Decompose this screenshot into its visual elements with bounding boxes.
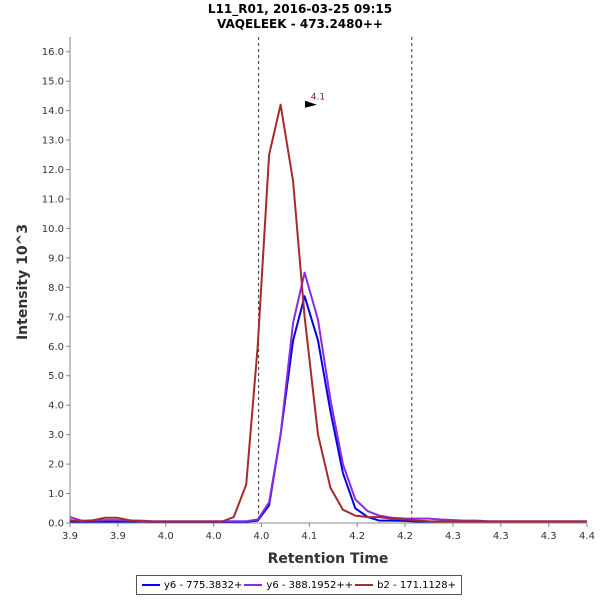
- legend-item: y6 - 775.3832+: [142, 580, 242, 591]
- x-tick-label: 4.4: [579, 531, 595, 542]
- y-tick-label: 10.0: [42, 224, 64, 235]
- y-tick-label: 9.0: [48, 253, 64, 264]
- legend-label: y6 - 775.3832+: [164, 579, 243, 591]
- y-tick-label: 6.0: [48, 342, 64, 353]
- y-axis: 0.0 1.0 2.0 3.0 4.0 5.0 6.0 7.0 8.0 9.0 10.0 11.0 12…: [42, 37, 71, 530]
- y-tick-label: 8.0: [48, 283, 64, 294]
- x-tick-label: 4.0: [206, 531, 222, 542]
- peak-annotation-label: 4.1: [311, 93, 325, 103]
- peak-annotation: 4.1: [304, 93, 325, 108]
- legend-item: b2 - 171.1128+: [355, 580, 456, 591]
- y-tick-label: 12.0: [42, 165, 64, 176]
- legend-item: y6 - 388.1952++: [244, 580, 353, 591]
- x-tick-label: 3.9: [110, 531, 126, 542]
- y-tick-label: 1.0: [48, 489, 64, 500]
- legend-swatch: [142, 584, 161, 586]
- legend: y6 - 775.3832+ y6 - 388.1952++ b2 - 171.…: [136, 575, 462, 595]
- y-axis-label: Intensity 10^3: [15, 224, 31, 340]
- legend-swatch: [244, 584, 263, 586]
- y-tick-label: 16.0: [42, 47, 64, 58]
- integration-boundaries: [258, 37, 413, 523]
- x-tick-label: 4.2: [349, 531, 365, 542]
- x-tick-label: 4.1: [301, 531, 317, 542]
- y-tick-label: 3.0: [48, 430, 64, 441]
- y-tick-label: 14.0: [42, 106, 64, 117]
- legend-swatch: [355, 584, 374, 586]
- x-axis-label: Retention Time: [268, 551, 389, 567]
- x-tick-label: 3.9: [62, 531, 78, 542]
- legend-label: y6 - 388.1952++: [266, 579, 354, 591]
- x-tick-label: 4.0: [254, 531, 270, 542]
- chart-title: L11_R01, 2016-03-25 09:15: [208, 2, 392, 17]
- y-tick-label: 13.0: [42, 136, 64, 147]
- x-tick-label: 4.3: [445, 531, 461, 542]
- y-tick-label: 5.0: [48, 371, 64, 382]
- y-tick-label: 4.0: [48, 401, 64, 412]
- x-tick-label: 4.2: [397, 531, 413, 542]
- y-tick-label: 11.0: [42, 195, 64, 206]
- chart-subtitle: VAQELEEK - 473.2480++: [217, 17, 383, 31]
- x-tick-label: 4.3: [541, 531, 557, 542]
- y-tick-label: 7.0: [48, 312, 64, 323]
- legend-label: b2 - 171.1128+: [377, 579, 456, 591]
- series-line: [69, 295, 587, 523]
- y-tick-label: 2.0: [48, 460, 64, 471]
- peak-marker-icon: [304, 100, 317, 108]
- x-tick-label: 4.3: [493, 531, 509, 542]
- series-lines: [69, 103, 587, 523]
- x-axis: 3.9 3.9 4.0 4.0 4.0 4.1 4.2 4.2 4.3 4.3 4.3 4.4: [62, 522, 595, 542]
- series-line: [69, 103, 587, 523]
- y-tick-label: 0.0: [48, 519, 64, 530]
- x-tick-label: 4.0: [158, 531, 174, 542]
- y-tick-label: 15.0: [42, 77, 64, 88]
